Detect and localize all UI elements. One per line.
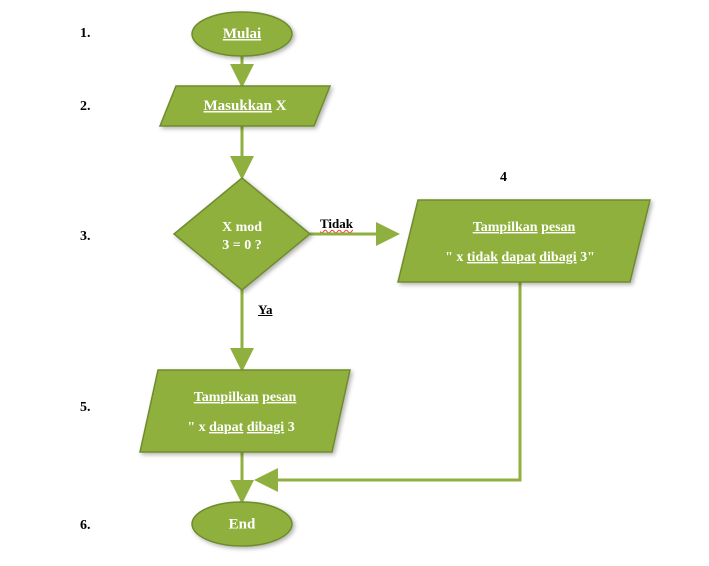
node-display-yes-line1: Tampilkan pesan [194, 390, 297, 405]
node-display-no-line2: " x tidak dapat dibagi 3" [445, 250, 595, 265]
node-start-text: Mulai [223, 26, 261, 42]
flowchart-canvas: 1. 2. 3. 4 5. 6. Tidak Ya Mulai [0, 0, 709, 566]
node-input-text: Masukkan X [204, 98, 287, 114]
flowchart-svg: Mulai Masukkan X X mod 3 = 0 ? Tampilkan… [0, 0, 709, 566]
node-end-text: End [229, 516, 256, 532]
node-display-yes [140, 370, 350, 452]
node-decision-text1: X mod [222, 220, 262, 235]
node-display-yes-line2: " x dapat dibagi 3 [187, 420, 294, 435]
node-decision-text2: 3 = 0 ? [222, 238, 261, 253]
node-display-no [398, 200, 650, 282]
node-display-no-line1: Tampilkan pesan [473, 220, 576, 235]
